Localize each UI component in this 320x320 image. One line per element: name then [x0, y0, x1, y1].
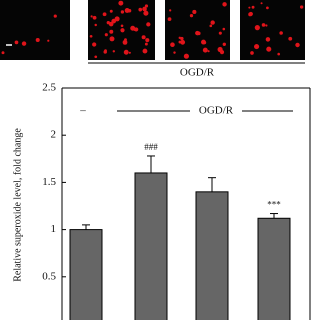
cell-signal	[138, 7, 143, 12]
cell-signal	[254, 44, 260, 50]
cell-signal	[170, 42, 175, 48]
cell-signal	[183, 53, 189, 59]
cell-signal	[144, 42, 148, 46]
y-axis-label: Relative superoxide level, fold change	[12, 128, 23, 282]
cell-signal	[21, 41, 27, 46]
cell-signal	[218, 31, 222, 35]
cell-signal	[173, 51, 176, 54]
cell-signal	[14, 40, 19, 45]
cell-signal	[112, 50, 116, 53]
image-group-label: OGD/R	[180, 67, 215, 79]
cell-signal	[222, 2, 227, 7]
cell-signal	[124, 7, 130, 13]
group-label: OGD/R	[199, 105, 234, 117]
cell-signal	[167, 17, 172, 22]
cell-signal	[104, 49, 107, 53]
cell-signal	[288, 36, 293, 41]
cell-signal	[109, 29, 114, 34]
cell-signal	[250, 51, 254, 55]
cell-signal	[141, 35, 146, 40]
cell-signal	[210, 20, 215, 25]
cell-signal	[142, 48, 148, 54]
cell-signal	[114, 16, 120, 22]
cell-signal	[92, 42, 97, 47]
cell-signal	[145, 38, 150, 43]
micrograph	[240, 0, 305, 60]
cell-signal	[189, 14, 194, 18]
cell-signal	[122, 39, 128, 45]
cell-signal	[123, 49, 129, 55]
cell-signal	[266, 46, 272, 52]
cell-signal	[202, 47, 208, 53]
cell-signal	[133, 28, 136, 31]
bar	[69, 229, 103, 320]
cell-signal	[120, 24, 124, 28]
cell-signal	[178, 40, 182, 44]
cell-signal	[248, 12, 253, 17]
cell-signal	[169, 9, 172, 12]
y-tick-label: 1	[51, 223, 57, 235]
cell-signal	[279, 31, 283, 35]
cell-signal	[104, 33, 108, 37]
cell-signal	[265, 37, 271, 42]
cell-signal	[222, 42, 226, 46]
cell-signal	[207, 50, 210, 53]
significance-label: ###	[144, 142, 158, 152]
cell-signal	[1, 51, 5, 55]
cell-signal	[120, 28, 125, 33]
y-tick-label: 2	[51, 129, 57, 141]
cell-signal	[142, 6, 147, 12]
cell-signal	[92, 15, 97, 20]
cell-signal	[90, 15, 93, 18]
cell-signal	[209, 24, 213, 28]
cell-signal	[265, 24, 268, 27]
cell-signal	[295, 42, 300, 48]
cell-signal	[144, 4, 149, 8]
cell-signal	[260, 2, 263, 5]
cell-signal	[102, 12, 107, 17]
significance-label: ***	[267, 200, 281, 210]
cell-signal	[120, 10, 125, 14]
cell-signal	[180, 39, 186, 45]
bar	[195, 191, 229, 320]
cell-signal	[299, 5, 304, 9]
cell-signal	[192, 9, 197, 15]
cell-signal	[219, 50, 225, 55]
y-tick-label: 0.5	[42, 270, 56, 282]
cell-signal	[94, 23, 97, 27]
cell-signal	[222, 27, 226, 31]
cell-signal	[47, 39, 50, 42]
bar	[257, 217, 291, 320]
cell-signal	[109, 9, 113, 13]
control-label: –	[79, 105, 86, 117]
cell-signal	[143, 10, 149, 16]
cell-signal	[53, 14, 57, 18]
cell-signal	[248, 6, 251, 9]
cell-signal	[251, 5, 255, 9]
cell-signal	[261, 23, 266, 27]
cell-signal	[266, 6, 269, 10]
cell-signal	[146, 22, 151, 27]
y-tick-label: 2.5	[42, 82, 56, 94]
cell-signal	[35, 37, 40, 42]
cell-signal	[201, 39, 206, 45]
cell-signal	[180, 36, 184, 41]
cell-signal	[118, 0, 124, 6]
cell-signal	[128, 51, 131, 54]
cell-signal	[89, 34, 93, 38]
cell-signal	[109, 36, 115, 42]
y-tick-label: 1.5	[42, 176, 56, 188]
cell-signal	[124, 38, 127, 42]
micrograph	[0, 0, 70, 60]
cell-signal	[277, 52, 281, 56]
cell-signal	[254, 25, 260, 31]
cell-signal	[94, 55, 98, 59]
micrograph-panels	[0, 0, 305, 60]
cell-signal	[108, 21, 114, 27]
bar	[134, 172, 168, 320]
cell-signal	[196, 31, 201, 36]
